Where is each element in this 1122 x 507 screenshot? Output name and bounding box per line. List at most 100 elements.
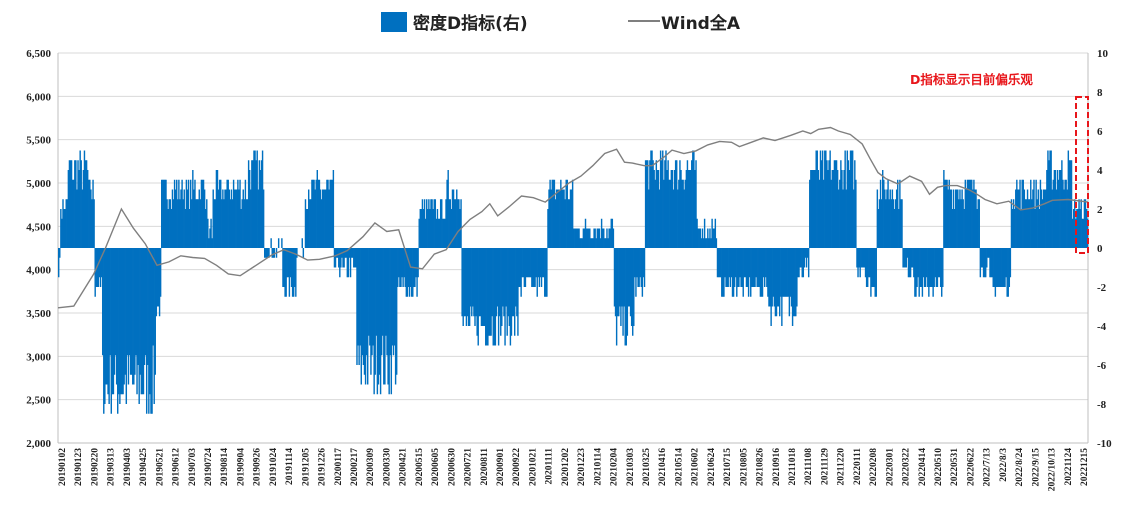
- density-d-bar: [918, 248, 920, 297]
- density-d-bar: [201, 179, 204, 248]
- density-d-bar: [552, 179, 555, 248]
- density-d-bar: [132, 248, 134, 385]
- density-d-bar: [770, 248, 772, 326]
- density-d-bar: [814, 170, 816, 248]
- density-d-bar: [370, 248, 372, 375]
- density-d-bar: [629, 248, 632, 317]
- density-d-bar: [892, 199, 895, 248]
- density-d-bar: [986, 248, 988, 268]
- density-d-bar: [820, 160, 823, 248]
- density-d-bar: [532, 248, 534, 287]
- density-d-bar: [495, 248, 498, 317]
- density-d-bar: [1042, 189, 1045, 248]
- density-d-bar: [152, 248, 154, 346]
- density-d-bar: [765, 248, 767, 278]
- density-d-bar: [895, 189, 898, 248]
- density-d-bar: [500, 248, 502, 336]
- density-d-bar: [130, 248, 133, 375]
- density-d-bar: [974, 189, 976, 248]
- density-d-bar: [747, 248, 750, 297]
- density-d-bar: [1076, 209, 1078, 248]
- x-axis: 20190102 20190123 20190220 20190313 20190403…: [58, 448, 1090, 492]
- density-d-bar: [639, 248, 641, 278]
- density-d-bar: [171, 189, 174, 248]
- x-tick-label: 20201202: [561, 448, 571, 486]
- density-d-bar: [739, 248, 741, 278]
- density-d-bar: [1035, 179, 1037, 248]
- density-d-bar: [936, 248, 939, 287]
- x-tick-label: 20220301: [885, 448, 895, 486]
- density-d-bar: [492, 248, 494, 346]
- density-d-bar: [960, 199, 962, 248]
- density-d-bar: [309, 199, 311, 248]
- x-tick-label: 20191226: [318, 448, 328, 486]
- density-d-bar: [954, 189, 957, 248]
- density-d-bar: [962, 199, 964, 248]
- density-d-bar: [655, 160, 658, 248]
- x-tick-label: 20191024: [269, 448, 279, 486]
- legend: 密度D指标(右) Wind全A: [381, 12, 741, 34]
- density-d-bar: [1037, 189, 1039, 248]
- density-d-bar: [900, 199, 902, 248]
- density-d-bar: [314, 189, 316, 248]
- density-d-bar: [777, 248, 780, 307]
- density-d-bar: [600, 218, 603, 248]
- density-d-bar: [235, 189, 237, 248]
- density-d-bar: [609, 228, 611, 248]
- density-d-bar: [107, 248, 109, 395]
- density-d-bar: [689, 170, 692, 248]
- density-d-bar: [790, 248, 793, 307]
- density-d-bar: [914, 248, 916, 297]
- density-d-bar: [526, 248, 529, 278]
- density-d-bar: [410, 248, 413, 297]
- density-d-bar: [286, 248, 288, 278]
- density-d-bar: [905, 248, 908, 268]
- density-d-bar: [592, 238, 594, 248]
- density-d-bar: [922, 248, 925, 278]
- density-d-bar: [816, 150, 818, 248]
- density-d-bar: [223, 199, 225, 248]
- density-d-bar: [920, 248, 923, 287]
- density-d-bar: [807, 248, 810, 278]
- density-d-bar: [158, 248, 161, 317]
- density-d-bar: [1051, 189, 1053, 248]
- density-d-bar: [616, 248, 619, 317]
- density-d-bar: [523, 248, 526, 287]
- density-d-bar: [857, 248, 859, 278]
- density-d-bar: [585, 228, 588, 248]
- density-d-bar: [979, 248, 982, 278]
- density-d-bar: [535, 248, 537, 278]
- density-d-bar: [77, 160, 79, 248]
- density-d-bar: [800, 248, 802, 268]
- density-d-bar: [81, 189, 84, 248]
- y-left-tick-label: 5,000: [26, 178, 51, 190]
- density-d-bar: [63, 209, 65, 248]
- density-d-bar: [1006, 248, 1008, 297]
- density-d-bar: [451, 189, 454, 248]
- density-d-bar: [971, 179, 973, 248]
- density-d-bar: [426, 199, 428, 248]
- x-tick-label: 20200217: [350, 448, 360, 486]
- density-d-bar: [650, 150, 652, 248]
- density-d-bar: [374, 248, 376, 375]
- density-d-bar: [1050, 150, 1052, 248]
- density-d-bar: [1044, 189, 1046, 248]
- density-d-bar: [691, 160, 693, 248]
- density-d-bar: [712, 228, 714, 248]
- density-d-bar: [143, 248, 146, 365]
- density-d-bar: [678, 179, 680, 248]
- y-right-tick-label: 10: [1097, 48, 1109, 60]
- density-d-bar: [244, 179, 247, 248]
- density-d-bar: [560, 179, 562, 248]
- density-d-bar: [124, 248, 126, 375]
- density-d-bar: [354, 248, 356, 268]
- density-d-bar: [976, 209, 978, 248]
- density-d-bar: [923, 248, 926, 287]
- density-d-bar: [825, 150, 827, 248]
- density-d-bar: [978, 199, 980, 248]
- density-d-bar: [724, 248, 726, 278]
- density-d-bar: [568, 199, 571, 248]
- density-d-bar: [272, 248, 275, 258]
- annotation-box: [1075, 96, 1089, 254]
- density-d-bar: [310, 199, 312, 248]
